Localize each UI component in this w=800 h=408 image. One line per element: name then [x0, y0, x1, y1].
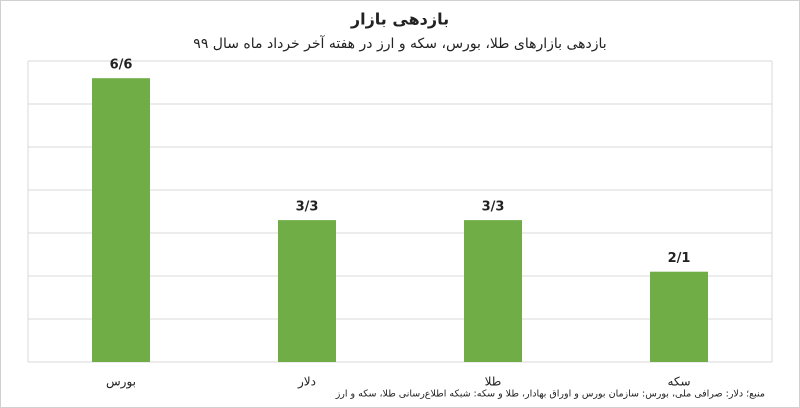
- bar: [464, 220, 522, 362]
- chart-title: بازدهی بازار: [350, 10, 449, 29]
- x-tick-label: بورس: [106, 375, 136, 390]
- x-tick-label: دلار: [297, 375, 316, 390]
- data-label: 3/3: [296, 200, 319, 215]
- chart-subtitle: بازدهی بازارهای طلا، بورس، سکه و ارز در …: [193, 35, 606, 52]
- source-note: منبع؛ دلار: صرافی ملی، بورس: سازمان بورس…: [335, 389, 765, 400]
- bar: [278, 220, 336, 362]
- data-label: 2/1: [668, 251, 691, 266]
- x-tick-label: طلا: [485, 375, 502, 389]
- data-label: 3/3: [482, 200, 505, 215]
- bar: [92, 78, 150, 362]
- bar: [650, 271, 708, 362]
- data-label: 6/6: [110, 58, 133, 73]
- x-tick-label: سکه: [667, 375, 690, 389]
